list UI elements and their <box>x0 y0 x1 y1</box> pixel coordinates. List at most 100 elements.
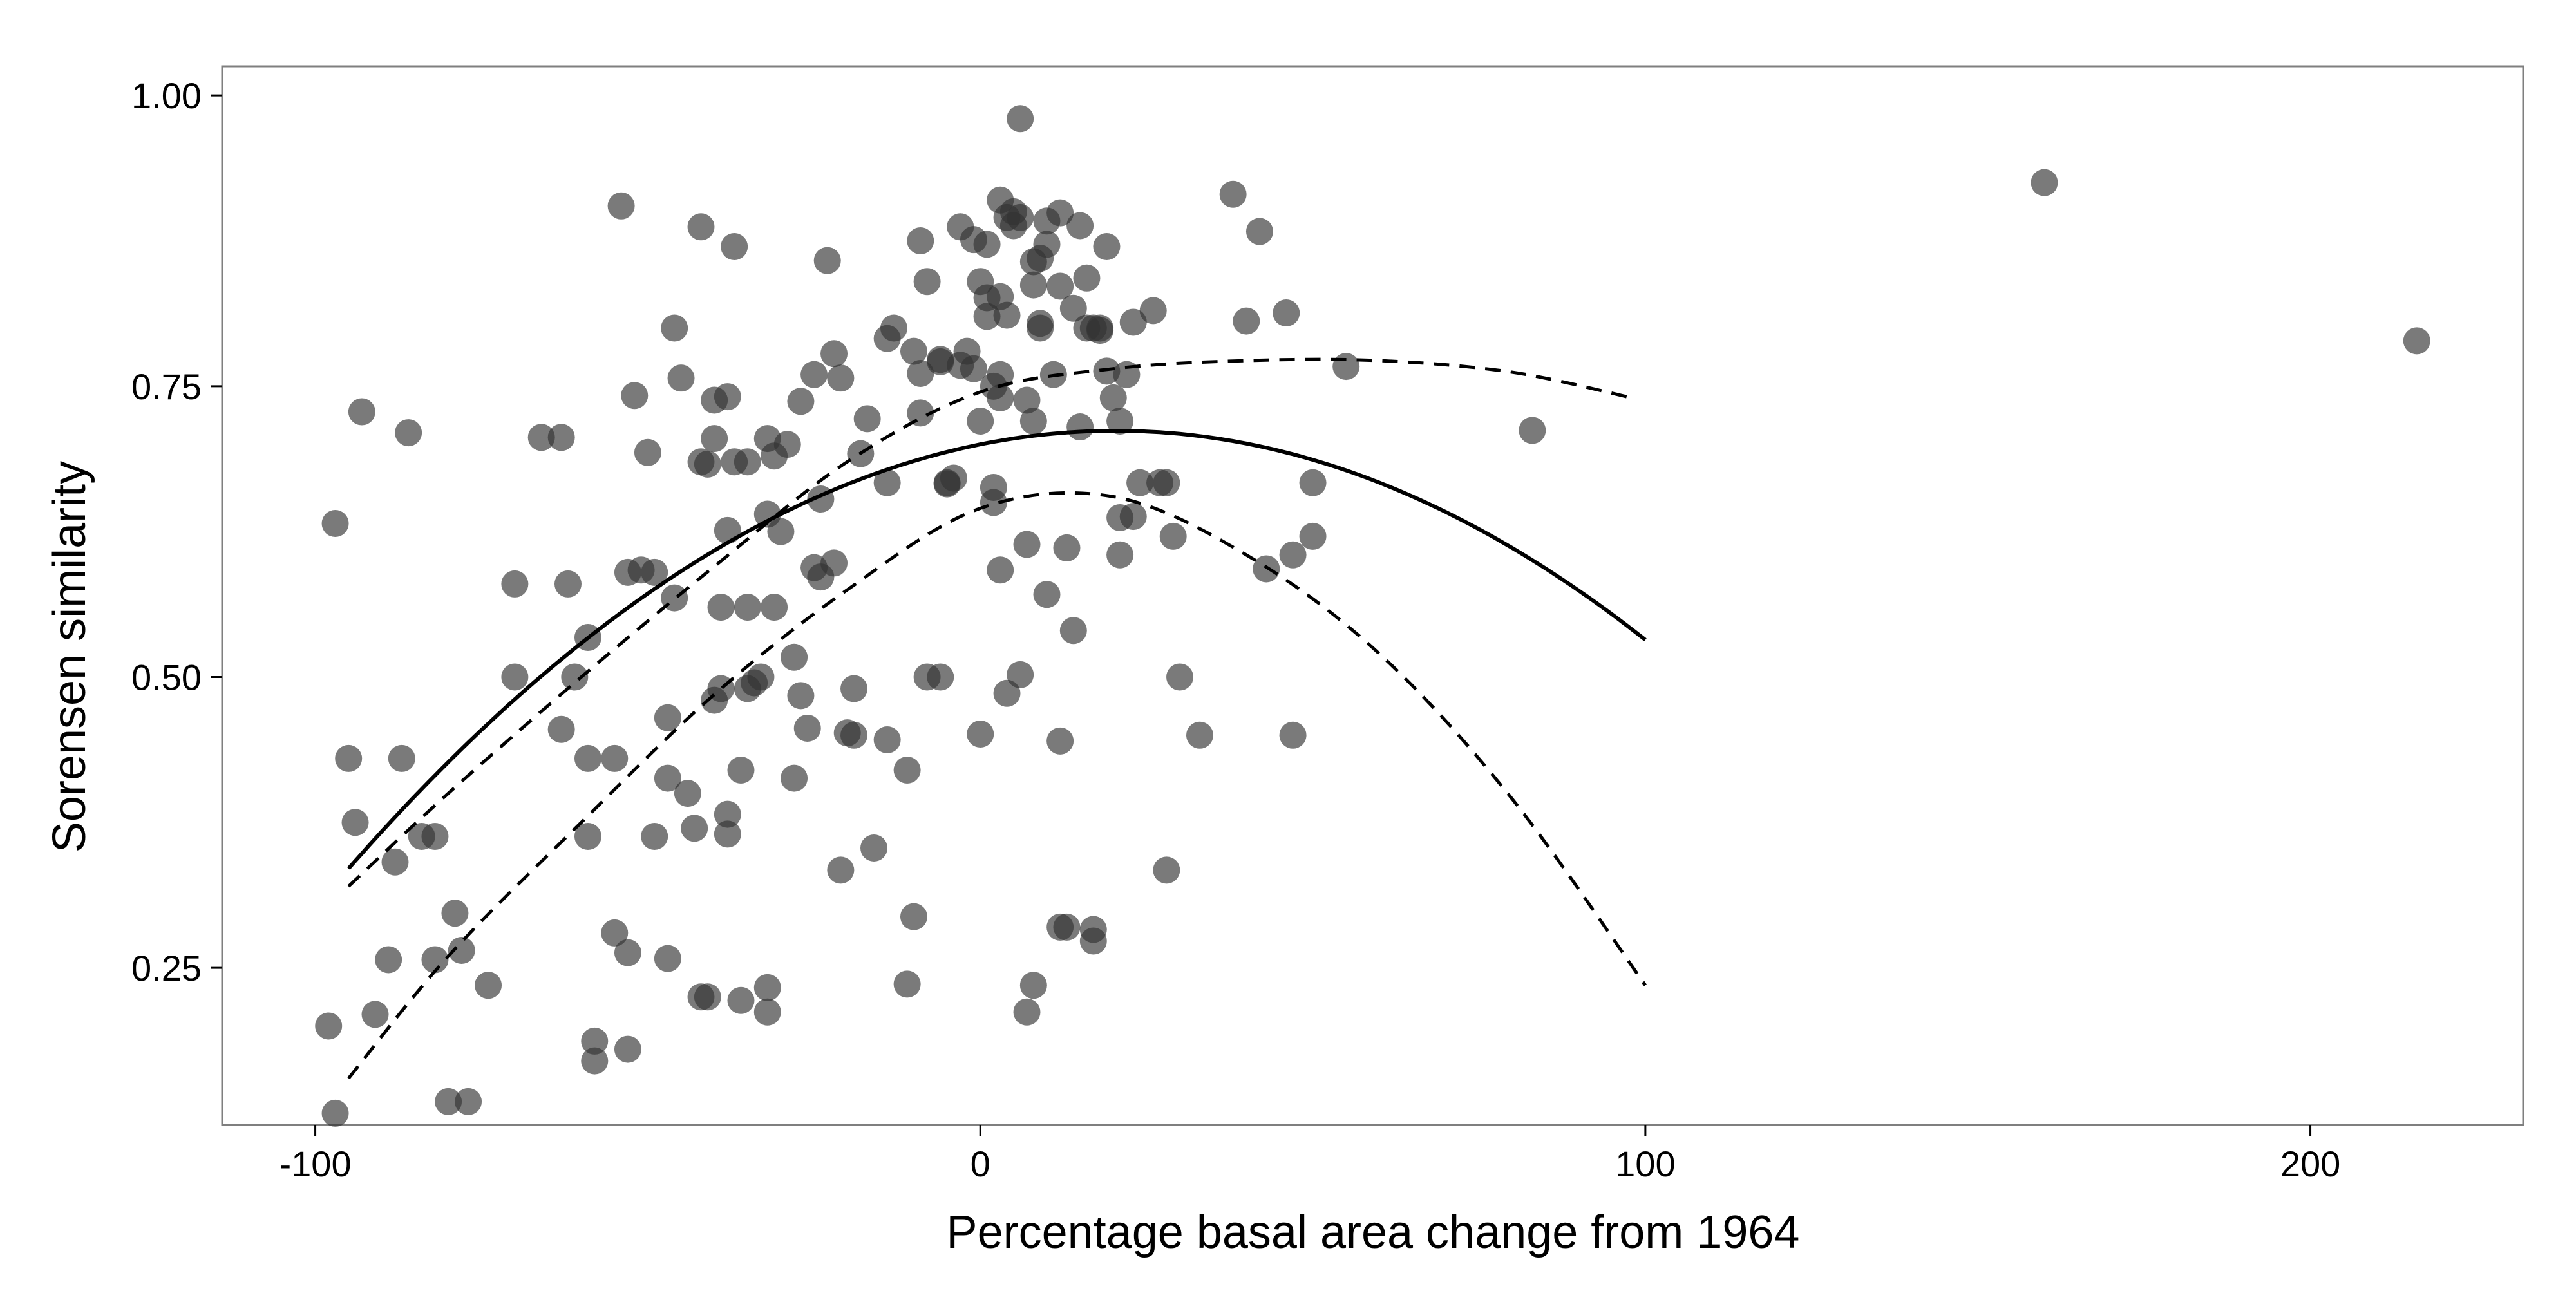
data-point <box>321 1099 349 1127</box>
data-point <box>1007 203 1034 231</box>
data-point <box>980 489 1007 516</box>
data-point <box>967 408 994 435</box>
data-point <box>421 822 449 850</box>
data-point <box>654 764 681 792</box>
data-point <box>1059 617 1087 645</box>
data-point <box>455 1088 482 1115</box>
data-point <box>614 1035 641 1063</box>
data-point <box>761 594 788 621</box>
data-point <box>641 558 668 586</box>
data-point <box>375 946 402 974</box>
fit-lines <box>346 357 1647 1080</box>
data-point <box>694 983 721 1011</box>
data-point <box>2403 327 2430 355</box>
data-point <box>973 231 1001 258</box>
data-point <box>827 364 855 392</box>
data-point <box>654 945 681 972</box>
data-point <box>1166 663 1194 691</box>
data-point <box>820 340 848 368</box>
data-point <box>661 314 688 342</box>
data-point <box>1013 386 1041 414</box>
data-point <box>900 903 927 930</box>
data-point <box>694 450 721 478</box>
data-point <box>893 970 921 998</box>
data-points <box>315 105 2430 1127</box>
data-point <box>1007 105 1034 133</box>
data-point <box>820 549 848 577</box>
data-point <box>873 726 901 754</box>
data-point <box>1046 727 1074 755</box>
data-point <box>987 556 1014 584</box>
data-point <box>674 780 701 807</box>
data-point <box>561 663 589 691</box>
data-point <box>547 715 575 743</box>
y-tick-label: 1.00 <box>131 75 202 116</box>
data-point <box>767 518 795 545</box>
data-point <box>1046 272 1074 300</box>
data-point <box>940 464 967 492</box>
data-point <box>1106 541 1134 569</box>
data-point <box>1119 503 1147 531</box>
data-point <box>734 594 761 621</box>
data-point <box>721 233 748 261</box>
data-point <box>1279 541 1307 569</box>
data-point <box>1299 469 1327 496</box>
data-point <box>1186 721 1214 749</box>
data-point <box>641 822 668 850</box>
data-point <box>581 1027 609 1055</box>
data-point <box>607 192 635 220</box>
data-point <box>1053 913 1081 941</box>
data-point <box>1093 233 1121 261</box>
data-point <box>654 704 681 731</box>
data-point <box>315 1012 343 1040</box>
data-point <box>880 314 907 342</box>
data-point <box>1332 353 1360 381</box>
data-point <box>907 227 934 254</box>
data-point <box>813 247 841 274</box>
y-tick-label: 0.50 <box>131 657 202 697</box>
data-point <box>1086 314 1114 342</box>
data-point <box>913 268 941 296</box>
data-point <box>321 509 349 537</box>
data-point <box>727 986 755 1014</box>
data-point <box>441 900 469 927</box>
data-point <box>993 679 1021 707</box>
data-point <box>973 303 1001 330</box>
data-point <box>601 919 629 947</box>
data-point <box>907 359 934 387</box>
data-point <box>1519 417 1546 444</box>
x-axis-title: Percentage basal area change from 1964 <box>947 1207 1800 1258</box>
data-point <box>1013 998 1041 1026</box>
data-point <box>1019 271 1047 299</box>
data-point <box>714 820 741 848</box>
data-point <box>1066 212 1094 240</box>
data-point <box>475 972 502 999</box>
data-point <box>1019 972 1047 999</box>
data-point <box>687 213 715 241</box>
data-point <box>421 946 449 974</box>
data-point <box>395 419 422 447</box>
data-point <box>1153 856 1180 884</box>
data-point <box>1106 408 1134 435</box>
data-point <box>1159 522 1187 550</box>
data-point <box>714 800 741 828</box>
data-point <box>1066 413 1094 441</box>
data-point <box>1007 661 1034 688</box>
data-point <box>388 744 415 772</box>
data-point <box>1273 299 1300 326</box>
data-point <box>800 361 828 388</box>
data-point <box>1099 384 1127 411</box>
data-point <box>873 469 901 496</box>
confidence-upper-line <box>347 357 1633 888</box>
data-point <box>614 939 641 966</box>
data-point <box>753 998 781 1026</box>
data-point <box>893 756 921 784</box>
data-point <box>714 516 741 544</box>
data-point <box>1153 469 1180 496</box>
data-point <box>793 714 821 742</box>
data-point <box>1019 408 1047 435</box>
x-tick-label: 100 <box>1615 1144 1675 1184</box>
data-point <box>787 388 815 415</box>
data-point <box>435 1088 462 1115</box>
